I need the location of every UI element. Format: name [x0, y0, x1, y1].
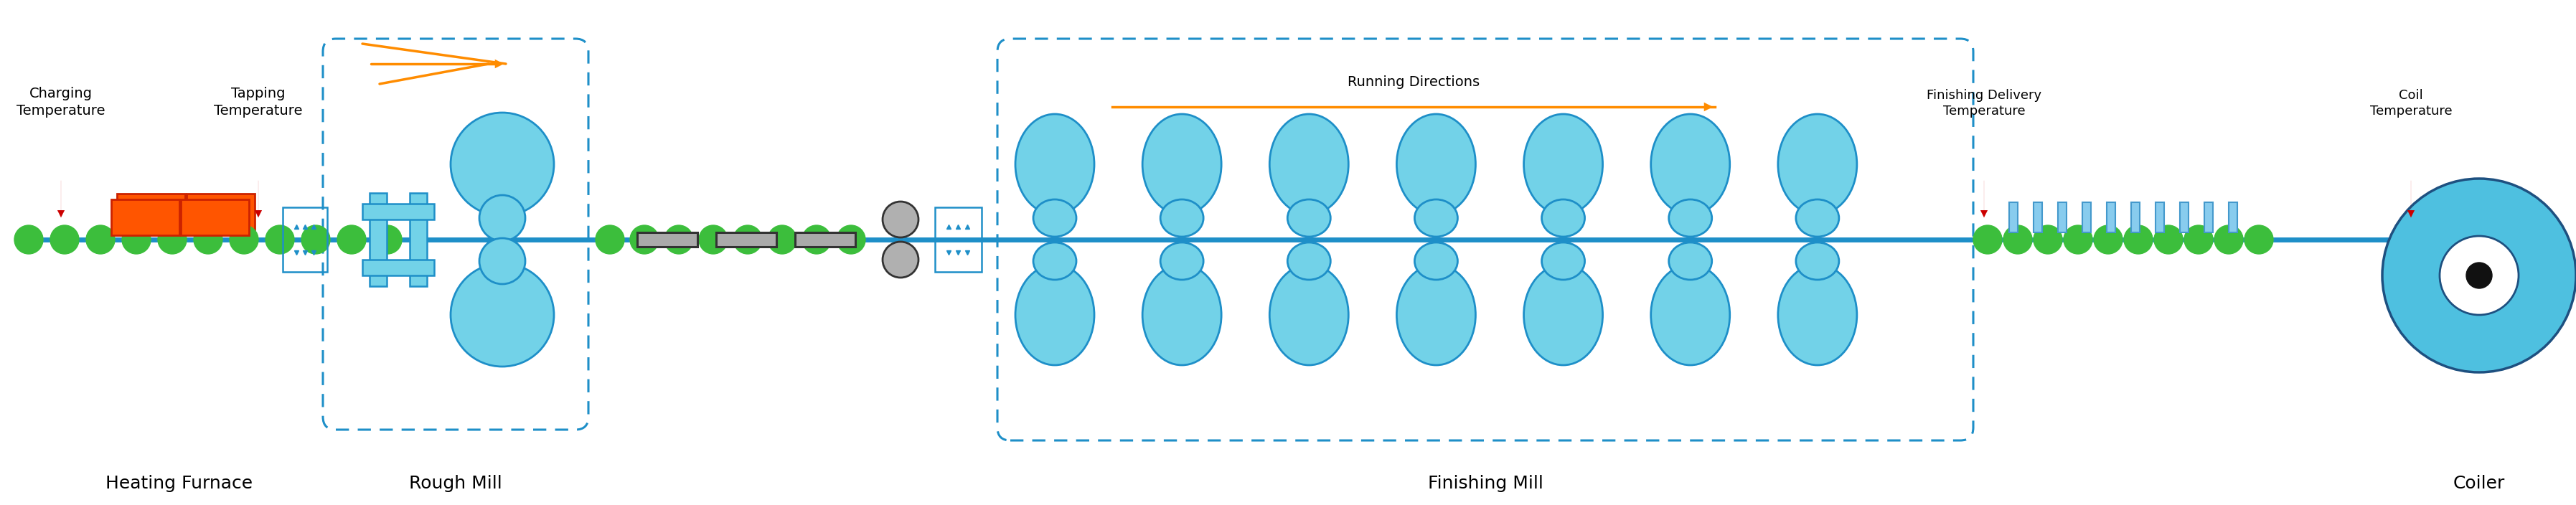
Text: Charging
Temperature: Charging Temperature — [15, 87, 106, 118]
Ellipse shape — [1522, 265, 1602, 365]
Bar — [185, 194, 255, 230]
Bar — [368, 193, 386, 286]
Ellipse shape — [1015, 114, 1095, 215]
Ellipse shape — [1033, 199, 1077, 237]
Ellipse shape — [1414, 242, 1458, 280]
Ellipse shape — [1288, 242, 1329, 280]
Bar — [2107, 203, 2115, 232]
Circle shape — [265, 225, 294, 254]
Ellipse shape — [1270, 265, 1347, 365]
Bar — [2130, 203, 2138, 232]
Bar — [796, 232, 855, 247]
Circle shape — [837, 225, 866, 254]
Text: Running Directions: Running Directions — [1347, 75, 1479, 89]
Ellipse shape — [1669, 242, 1710, 280]
Bar — [410, 193, 428, 286]
Bar — [2009, 203, 2017, 232]
Bar — [636, 232, 698, 247]
Circle shape — [49, 225, 80, 254]
Bar — [180, 199, 250, 235]
Ellipse shape — [1651, 114, 1728, 215]
Text: Coil
Temperature: Coil Temperature — [2370, 89, 2452, 118]
Circle shape — [595, 225, 623, 254]
Circle shape — [665, 225, 693, 254]
Text: Finishing Mill: Finishing Mill — [1427, 475, 1543, 492]
Ellipse shape — [1033, 242, 1077, 280]
Circle shape — [121, 225, 149, 254]
Circle shape — [337, 225, 366, 254]
Ellipse shape — [1669, 199, 1710, 237]
Bar — [2202, 203, 2213, 232]
Ellipse shape — [1414, 199, 1458, 237]
Circle shape — [2465, 263, 2491, 288]
Circle shape — [451, 113, 554, 216]
Ellipse shape — [1777, 265, 1857, 365]
Circle shape — [479, 238, 526, 284]
Ellipse shape — [1522, 114, 1602, 215]
Circle shape — [85, 225, 116, 254]
Text: Rough Mill: Rough Mill — [410, 475, 502, 492]
Circle shape — [451, 263, 554, 367]
Bar — [116, 194, 185, 230]
Bar — [111, 199, 180, 235]
Circle shape — [157, 225, 185, 254]
Ellipse shape — [1159, 199, 1203, 237]
Circle shape — [884, 242, 917, 278]
Circle shape — [2184, 225, 2213, 254]
Circle shape — [2032, 225, 2061, 254]
Ellipse shape — [1015, 265, 1095, 365]
Circle shape — [2002, 225, 2032, 254]
Bar — [716, 232, 775, 247]
Circle shape — [2244, 225, 2272, 254]
Bar — [283, 208, 327, 272]
Bar — [2179, 203, 2187, 232]
Text: Tapping
Temperature: Tapping Temperature — [214, 87, 301, 118]
Circle shape — [2123, 225, 2151, 254]
Ellipse shape — [1141, 114, 1221, 215]
Ellipse shape — [1141, 265, 1221, 365]
Circle shape — [2213, 225, 2244, 254]
Bar — [2058, 203, 2066, 232]
Text: Finishing Delivery
Temperature: Finishing Delivery Temperature — [1927, 89, 2040, 118]
Bar — [2156, 203, 2164, 232]
Circle shape — [2383, 179, 2576, 372]
Ellipse shape — [1270, 114, 1347, 215]
Ellipse shape — [1396, 265, 1476, 365]
Circle shape — [374, 225, 402, 254]
Circle shape — [2439, 236, 2517, 315]
Bar — [363, 260, 433, 275]
Bar — [2228, 203, 2236, 232]
Ellipse shape — [1795, 242, 1839, 280]
Ellipse shape — [1777, 114, 1857, 215]
Ellipse shape — [1540, 199, 1584, 237]
Text: Coiler: Coiler — [2452, 475, 2504, 492]
Bar — [2032, 203, 2043, 232]
Circle shape — [734, 225, 762, 254]
Circle shape — [1973, 225, 2002, 254]
Circle shape — [2154, 225, 2182, 254]
Ellipse shape — [1159, 242, 1203, 280]
Circle shape — [2094, 225, 2123, 254]
Ellipse shape — [1795, 199, 1839, 237]
Circle shape — [193, 225, 222, 254]
Circle shape — [631, 225, 659, 254]
Circle shape — [884, 201, 917, 237]
Circle shape — [2063, 225, 2092, 254]
Circle shape — [15, 225, 44, 254]
Bar — [363, 204, 433, 220]
Circle shape — [801, 225, 829, 254]
Ellipse shape — [1651, 265, 1728, 365]
Circle shape — [698, 225, 726, 254]
Circle shape — [768, 225, 796, 254]
Ellipse shape — [1540, 242, 1584, 280]
Bar — [935, 208, 981, 272]
Circle shape — [301, 225, 330, 254]
Ellipse shape — [1288, 199, 1329, 237]
Circle shape — [229, 225, 258, 254]
Text: Heating Furnace: Heating Furnace — [106, 475, 252, 492]
Circle shape — [479, 195, 526, 241]
Bar — [2081, 203, 2089, 232]
Ellipse shape — [1396, 114, 1476, 215]
